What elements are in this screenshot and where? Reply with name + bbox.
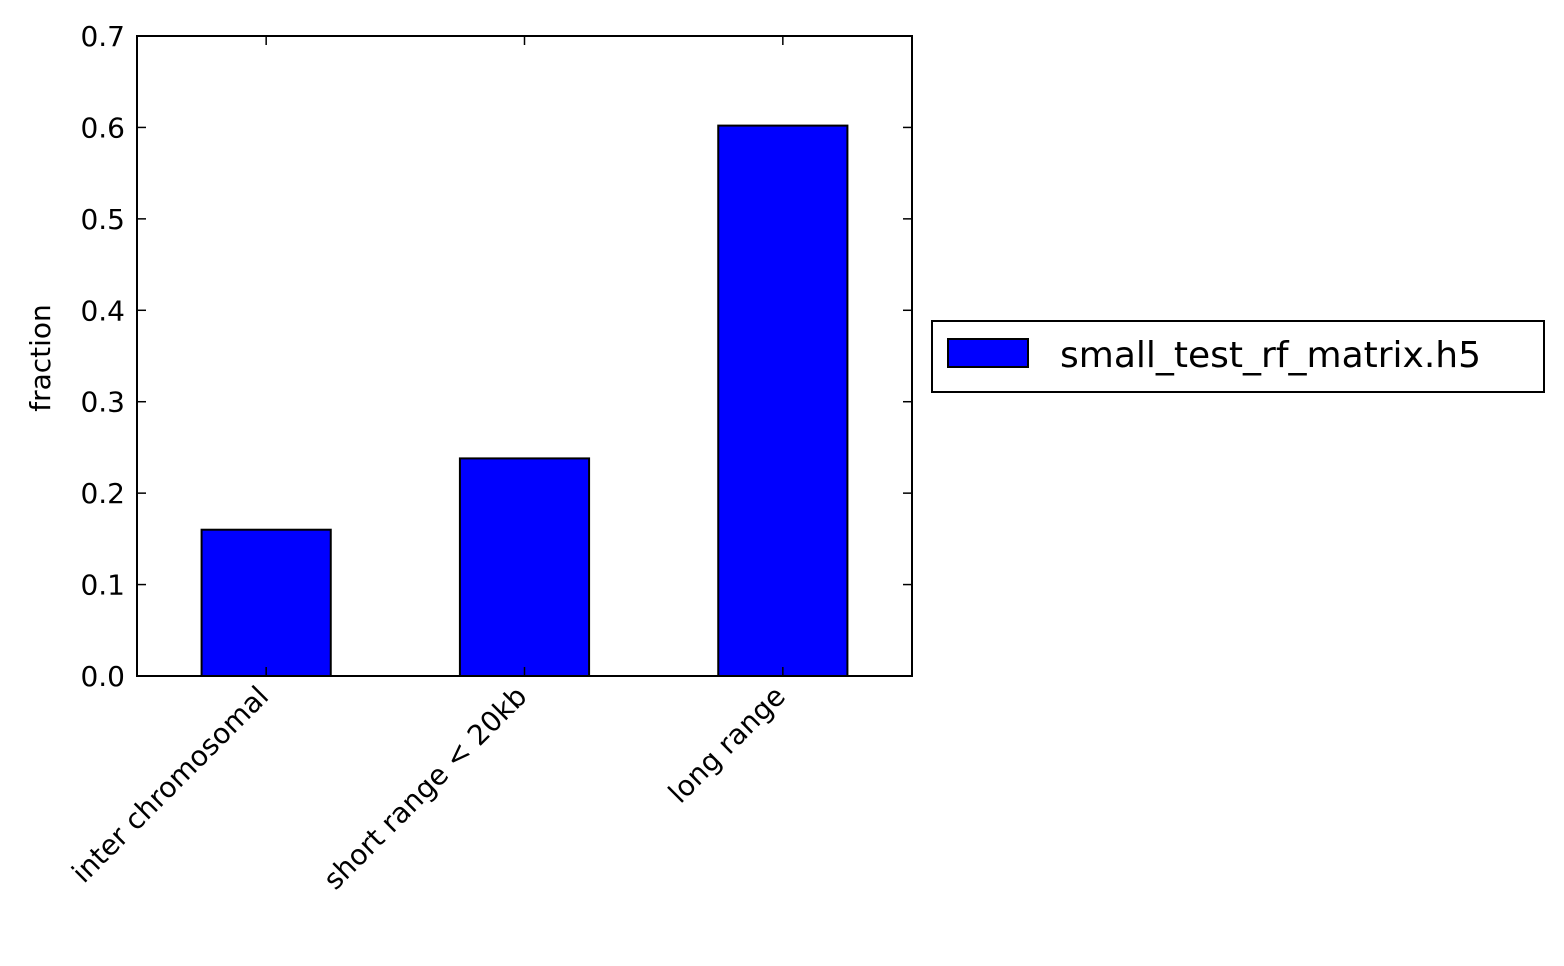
legend-box xyxy=(931,320,1545,393)
y-axis-label: fraction xyxy=(24,304,57,412)
y-tick-label: 0.5 xyxy=(80,203,125,236)
y-tick-labels: 0.0 0.1 0.2 0.3 0.4 0.5 0.6 0.7 xyxy=(80,20,125,693)
legend: small_test_rf_matrix.h5 xyxy=(931,320,1545,393)
y-tick-label: 0.0 xyxy=(80,660,125,693)
bars-layer xyxy=(200,124,849,678)
bar-0 xyxy=(200,528,332,678)
x-tick-labels: inter chromosomal short range < 20kb long … xyxy=(65,680,791,896)
legend-swatch xyxy=(947,338,1029,368)
y-tick-label: 0.4 xyxy=(80,294,125,327)
bar-1 xyxy=(458,457,591,677)
ticks-layer xyxy=(137,35,912,677)
y-tick-label: 0.6 xyxy=(80,111,125,144)
y-tick-label: 0.1 xyxy=(80,569,125,602)
y-tick-label: 0.2 xyxy=(80,477,125,510)
x-tick-label: inter chromosomal xyxy=(65,680,275,890)
x-tick-label: short range < 20kb xyxy=(317,680,533,896)
x-tick-label: long range xyxy=(662,680,792,810)
y-tick-label: 0.7 xyxy=(80,20,125,53)
bar-2 xyxy=(717,124,849,678)
legend-label: small_test_rf_matrix.h5 xyxy=(1060,335,1481,376)
y-tick-label: 0.3 xyxy=(80,386,125,419)
